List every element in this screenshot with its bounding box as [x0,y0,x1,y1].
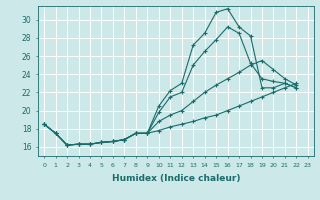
X-axis label: Humidex (Indice chaleur): Humidex (Indice chaleur) [112,174,240,183]
